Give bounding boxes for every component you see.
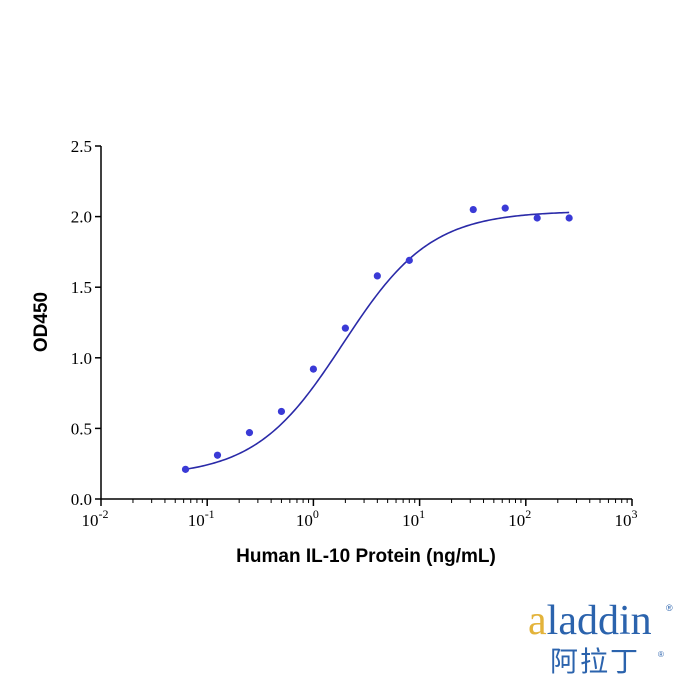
data-point	[245, 429, 254, 437]
data-point	[565, 214, 573, 222]
x-tick-label: 10-2	[82, 507, 109, 530]
data-point	[213, 451, 222, 459]
data-point	[341, 324, 349, 332]
y-tick-label: 0.5	[71, 419, 92, 438]
logo-wordmark: aladdin	[528, 600, 652, 642]
x-tick-label: 100	[296, 507, 319, 530]
logo-registered-mark-cn: ®	[658, 650, 664, 659]
y-tick-label: 0.0	[71, 490, 92, 509]
fit-curve	[185, 211, 570, 471]
axes	[100, 146, 632, 500]
y-tick-label: 1.0	[71, 349, 92, 368]
x-tick-label: 102	[508, 507, 531, 530]
x-axis-title: Human IL-10 Protein (ng/mL)	[236, 546, 496, 567]
y-tick-label: 1.5	[71, 278, 92, 297]
x-tick-label: 10-1	[188, 507, 215, 530]
data-point	[533, 214, 541, 222]
y-ticks: 0.0 0.5 1.0 1.5 2.0 2.5	[71, 137, 101, 509]
logo-wordmark-rest: laddin	[546, 598, 652, 644]
data-point	[405, 256, 413, 264]
data-points	[181, 204, 573, 473]
logo-registered-mark: ®	[666, 603, 673, 613]
data-point	[469, 205, 477, 214]
x-tick-label: 101	[402, 507, 425, 530]
logo-chinese-name: 阿拉丁	[550, 645, 641, 678]
y-tick-label: 2.5	[71, 137, 92, 156]
y-axis-title: OD450	[31, 292, 52, 352]
y-tick-label: 2.0	[71, 208, 92, 227]
logo-accent-letter: a	[528, 598, 547, 644]
data-point	[501, 204, 509, 212]
data-point	[309, 365, 317, 373]
data-point	[181, 465, 190, 473]
data-point	[277, 407, 286, 416]
data-point	[373, 272, 381, 280]
x-ticks: 10-2 10-1 100 101 102 103	[82, 499, 638, 530]
x-minor-ticks	[132, 499, 628, 503]
x-tick-label: 103	[615, 507, 638, 530]
